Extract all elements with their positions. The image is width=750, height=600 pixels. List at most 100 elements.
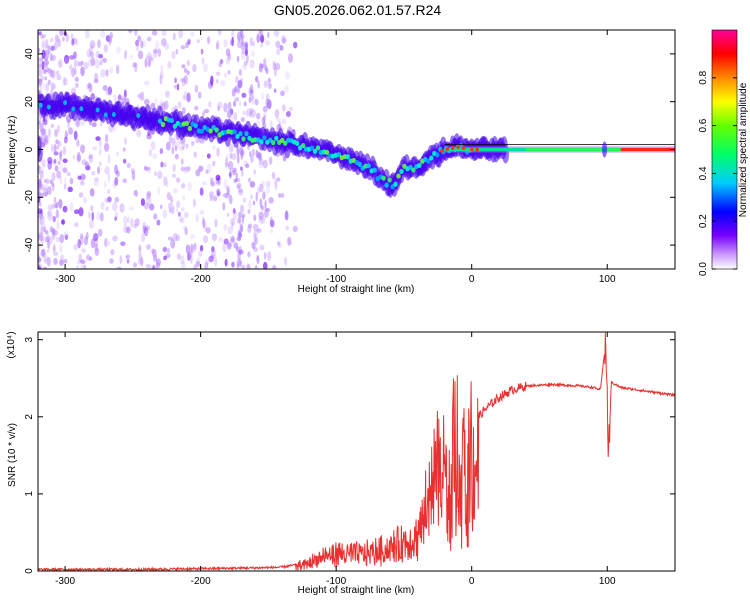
spectrogram-noise-cell <box>217 175 221 186</box>
snr-x-tick-label: -100 <box>326 576 346 587</box>
spectrogram-noise-cell <box>144 80 150 86</box>
spectrogram-noise-cell <box>241 92 247 98</box>
spectrogram-noise-cell <box>42 82 47 91</box>
spectrogram-noise-cell <box>133 262 137 268</box>
spectrogram-noise-cell <box>171 146 175 155</box>
colorbar-tick-label: 0.4 <box>698 166 709 180</box>
spectrogram-noise-cell <box>237 154 240 164</box>
spectrogram-noise-cell <box>201 181 208 186</box>
spectrogram-noise-cell <box>156 258 161 267</box>
spectrogram-noise-cell <box>162 162 167 168</box>
spectrogram-noise-cell <box>239 204 245 214</box>
spectrogram-noise-cell <box>88 154 93 159</box>
spectrogram-noise-cell <box>242 110 246 116</box>
spectrogram-noise-cell <box>129 54 134 59</box>
spectrogram-noise-cell <box>250 194 253 200</box>
spectrogram-noise-cell <box>236 145 240 156</box>
spectrogram-noise-cell <box>146 36 152 42</box>
spectrogram-noise-cell <box>94 243 98 252</box>
spectrogram-noise-cell <box>195 261 201 267</box>
spectrogram-noise-cell <box>68 127 74 135</box>
spectrogram-noise-cell <box>249 36 253 47</box>
spectrogram-noise-cell <box>201 216 205 226</box>
spectrogram-noise-cell <box>247 209 251 214</box>
spectrogram-noise-cell <box>38 78 43 86</box>
spectrogram-noise-cell <box>50 182 55 187</box>
spectrogram-noise-cell <box>208 101 212 108</box>
spectrogram-noise-cell <box>89 40 96 49</box>
spectrogram-noise-cell <box>159 74 163 85</box>
spectrogram-noise-cell <box>177 101 182 109</box>
spectrogram-noise-cell <box>85 254 91 261</box>
colorbar: 0.0 0.2 0.4 0.6 0.8 Normalized spectral ampl… <box>698 29 749 276</box>
spectrogram-y-tick-label: 40 <box>24 48 35 60</box>
spectrogram-noise-cell <box>249 150 252 158</box>
spectrogram-noise-cell <box>263 211 266 221</box>
spectrogram-noise-cell <box>277 241 282 249</box>
spectrogram-noise-cell <box>83 196 87 204</box>
spectrogram-noise-cell <box>49 53 53 62</box>
spectrogram-noise-cell <box>133 30 138 36</box>
spectrogram-noise-cell <box>238 101 242 106</box>
spectrogram-noise-cell <box>211 246 215 253</box>
spectrogram-noise-cell <box>57 38 61 48</box>
spectrogram-noise-cell <box>170 238 176 249</box>
spectrogram-noise-cell <box>205 227 211 234</box>
spectrogram-noise-cell <box>38 265 42 269</box>
spectrogram-x-tick-label: -100 <box>326 274 346 285</box>
spectrogram-noise-cell <box>264 208 269 218</box>
snr-y-tick-label: 2 <box>24 414 35 420</box>
spectrogram-noise-cell <box>238 211 242 219</box>
spectrogram-ridge-core <box>262 135 267 141</box>
spectrogram-ridge-core <box>172 123 178 129</box>
spectrogram-noise-cell <box>228 194 233 205</box>
carrier-peak <box>620 148 675 151</box>
spectrogram-ridge-core <box>136 112 141 118</box>
spectrogram-noise-cell <box>138 244 142 253</box>
spectrogram-noise-cell <box>234 97 240 102</box>
spectrogram-noise-cell <box>172 188 179 194</box>
spectrogram-noise-cell <box>284 85 290 93</box>
spectrogram-noise-cell <box>193 264 197 269</box>
spectrogram-noise-cell <box>251 50 255 57</box>
spectrogram-noise-cell <box>98 148 102 156</box>
spectrogram-noise-cell <box>248 96 252 104</box>
spectrogram-noise-cell <box>40 167 45 174</box>
spectrogram-noise-cell <box>140 40 144 49</box>
spectrogram-noise-cell <box>41 158 47 168</box>
spectrogram-noise-cell <box>256 228 262 233</box>
spectrogram-noise-cell <box>107 86 113 96</box>
spectrogram-noise-cell <box>132 62 138 67</box>
spectrogram-noise-cell <box>275 40 281 49</box>
snr-multiplier: (x10⁴) <box>6 331 17 358</box>
spectrogram-noise-cell <box>182 225 187 230</box>
spectrogram-noise-cell <box>172 163 176 173</box>
spectrogram-noise-cell <box>256 255 260 265</box>
spectrogram-noise-cell <box>146 191 152 198</box>
spectrogram-noise-cell <box>192 198 197 208</box>
spectrogram-noise-cell <box>185 244 191 254</box>
spectrogram-noise-cell <box>276 48 281 56</box>
spectrogram-ridge-core <box>417 162 422 168</box>
spectrogram-ridge-core <box>357 161 362 167</box>
spectrogram-noise-cell <box>99 60 103 66</box>
spectrogram-noise-cell <box>210 181 216 187</box>
spectrogram-noise-cell <box>72 37 77 45</box>
spectrogram-noise-cell <box>254 237 258 245</box>
snr-y-tick-label: 1 <box>24 491 35 497</box>
spectrogram-noise-cell <box>99 122 103 127</box>
spectrogram-noise-cell <box>122 224 129 233</box>
spectrogram-noise-cell <box>180 77 185 83</box>
spectrogram-noise-cell <box>109 258 114 264</box>
spectrogram-noise-cell <box>47 44 51 55</box>
spectrogram-noise-cell <box>119 203 125 213</box>
spectrogram-ridge-core <box>169 117 175 124</box>
spectrogram-noise-cell <box>248 111 253 118</box>
spectrogram-noise-cell <box>110 249 115 256</box>
spectrogram-noise-cell <box>238 245 242 255</box>
colorbar-ticks: 0.0 0.2 0.4 0.6 0.8 <box>698 70 737 276</box>
spectrogram-noise-cell <box>79 180 85 186</box>
spectrogram-noise-cell <box>51 69 56 80</box>
spectrogram-noise-cell <box>112 235 118 242</box>
